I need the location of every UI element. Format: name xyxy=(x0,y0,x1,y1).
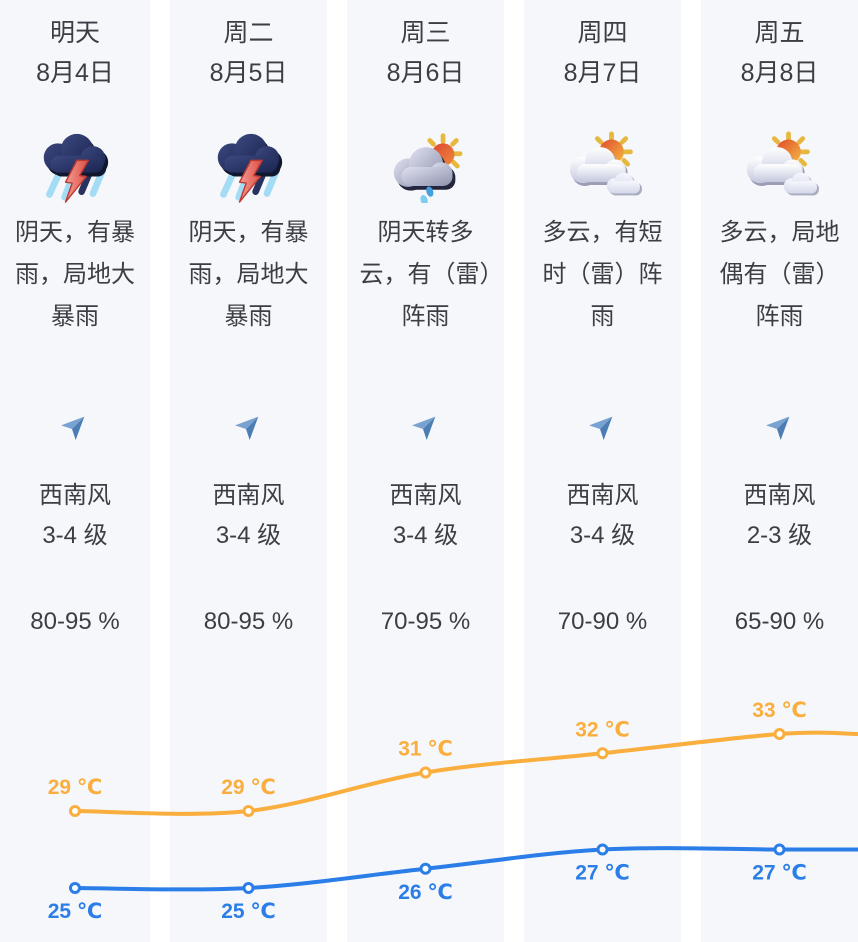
day-date-label: 8月5日 xyxy=(209,59,288,87)
weather-condition-text: 阴天，有暴雨，局地大暴雨 xyxy=(15,219,135,330)
wind-direction-label: 西南风 xyxy=(566,482,639,509)
wind-direction-arrow-icon xyxy=(234,416,258,440)
humidity-label: 80-95 % xyxy=(30,608,120,635)
day-date-label: 8月7日 xyxy=(563,59,642,87)
weather-icon-slot xyxy=(347,131,504,203)
day-name-label: 明天 xyxy=(49,19,100,47)
wind-direction-arrow-icon xyxy=(61,416,85,440)
day-name-label: 周三 xyxy=(400,19,451,47)
humidity-label: 65-90 % xyxy=(734,608,825,635)
day-date-label: 8月6日 xyxy=(386,59,465,87)
weather-icon-slot xyxy=(0,131,150,203)
wind-force-label: 2-3 级 xyxy=(746,522,813,549)
day-date-label: 8月8日 xyxy=(740,59,819,87)
thunderstorm-rain-icon xyxy=(43,133,109,203)
weather-condition-text: 多云，局地偶有（雷）阵雨 xyxy=(719,219,840,330)
wind-arrow-slot xyxy=(524,409,681,443)
cloud-sun-drizzle-icon xyxy=(393,133,462,203)
day-name-label: 周四 xyxy=(577,19,628,47)
thunderstorm-rain-icon xyxy=(217,133,282,203)
wind-force-label: 3-4 级 xyxy=(42,522,108,549)
wind-direction-arrow-icon xyxy=(765,416,789,440)
day-column[interactable]: 周三 8月6日 阴天转多云，有（ xyxy=(347,0,504,942)
sun-behind-clouds-icon xyxy=(569,131,642,196)
wind-arrow-slot xyxy=(701,409,858,443)
wind-direction-arrow-icon xyxy=(588,416,612,440)
day-column[interactable]: 周二 8月5日 阴天，有暴雨，局地大暴雨 xyxy=(170,0,327,942)
weather-condition-text: 多云，有短时（雷）阵雨 xyxy=(542,219,663,330)
wind-direction-label: 西南风 xyxy=(39,482,111,509)
day-name-label: 周二 xyxy=(223,19,274,47)
wind-force-label: 3-4 级 xyxy=(569,522,636,549)
day-column[interactable]: 明天 8月4日 阴天，有暴雨，局地大暴雨 xyxy=(0,0,150,942)
weather-icon-slot xyxy=(701,131,858,203)
humidity-label: 80-95 % xyxy=(203,608,294,635)
wind-arrow-slot xyxy=(347,409,504,443)
wind-arrow-slot xyxy=(0,409,150,443)
weather-condition-text: 阴天转多云，有（雷）阵雨 xyxy=(359,219,492,330)
day-column[interactable]: 周四 8月7日 xyxy=(524,0,681,942)
day-column[interactable]: 周五 8月8日 xyxy=(701,0,858,942)
humidity-label: 70-90 % xyxy=(557,608,648,635)
wind-force-label: 3-4 级 xyxy=(215,522,282,549)
wind-direction-label: 西南风 xyxy=(743,482,816,509)
weather-condition-text: 阴天，有暴雨，局地大暴雨 xyxy=(188,219,309,330)
day-date-label: 8月4日 xyxy=(36,59,114,87)
wind-direction-label: 西南风 xyxy=(389,482,462,509)
wind-direction-label: 西南风 xyxy=(212,482,285,509)
day-name-label: 周五 xyxy=(754,19,805,47)
weather-icon-slot xyxy=(170,131,327,203)
weather-icon-slot xyxy=(524,131,681,203)
sun-behind-clouds-icon xyxy=(746,131,819,196)
humidity-label: 70-95 % xyxy=(380,608,471,635)
wind-direction-arrow-icon xyxy=(411,416,435,440)
wind-arrow-slot xyxy=(170,409,327,443)
wind-force-label: 3-4 级 xyxy=(392,522,459,549)
